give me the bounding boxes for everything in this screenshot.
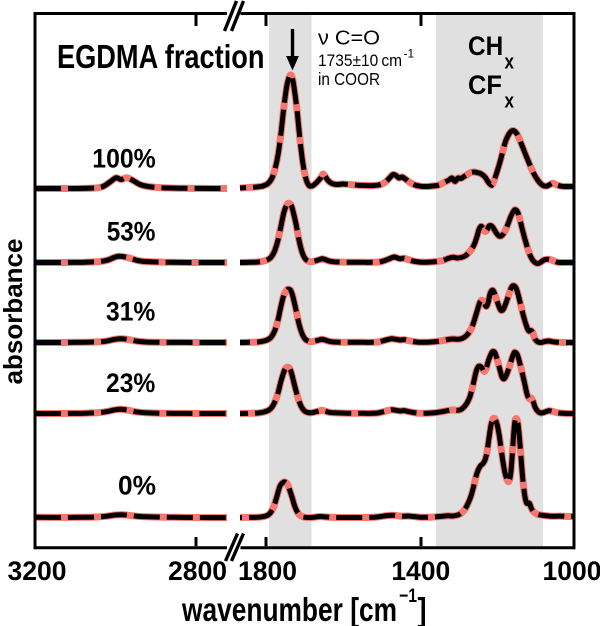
svg-text:2800: 2800 [168, 556, 227, 586]
svg-text:in COOR: in COOR [318, 69, 380, 89]
svg-text:0%: 0% [118, 471, 156, 501]
svg-text:CF: CF [468, 70, 502, 100]
svg-text:−1: −1 [399, 586, 417, 607]
svg-text:wavenumber [cm: wavenumber [cm [181, 591, 397, 626]
svg-text:x: x [505, 51, 515, 73]
svg-text:EGDMA fraction: EGDMA fraction [57, 38, 265, 75]
svg-text:31%: 31% [106, 297, 155, 327]
svg-text:CH: CH [468, 31, 503, 61]
svg-text:]: ] [418, 591, 427, 626]
svg-text:3200: 3200 [8, 556, 67, 586]
svg-text:1735±10 cm: 1735±10 cm [318, 51, 402, 70]
svg-text:x: x [505, 91, 515, 113]
svg-text:23%: 23% [106, 368, 155, 398]
svg-text:ν C=O: ν C=O [318, 28, 380, 50]
svg-text:absorbance: absorbance [0, 239, 28, 385]
svg-text:53%: 53% [107, 216, 156, 246]
svg-text:1400: 1400 [391, 556, 450, 586]
svg-text:-1: -1 [404, 47, 415, 61]
svg-text:100%: 100% [92, 143, 155, 173]
svg-text:1000: 1000 [543, 556, 600, 586]
svg-text:1800: 1800 [238, 556, 297, 586]
